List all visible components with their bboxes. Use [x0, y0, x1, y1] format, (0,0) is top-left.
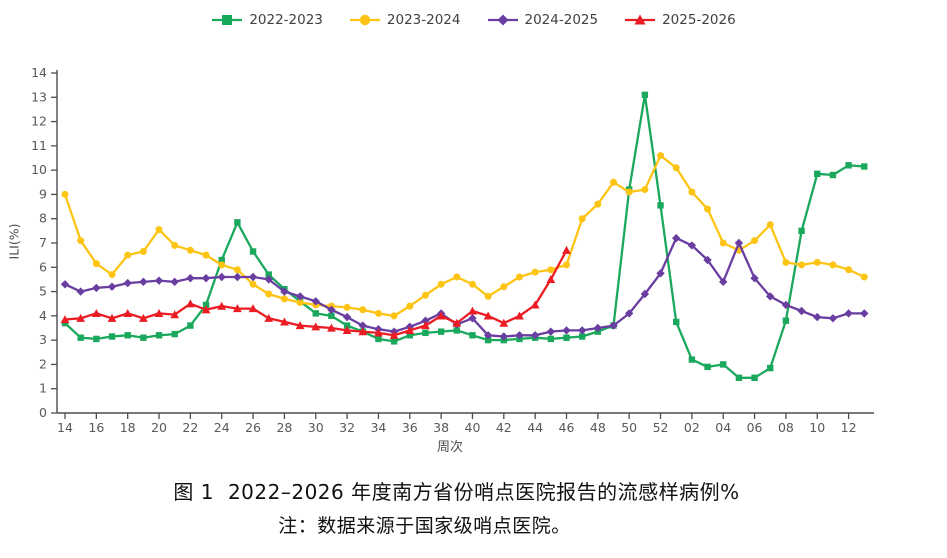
series-2024-2025	[60, 233, 869, 341]
svg-text:14: 14	[57, 420, 73, 435]
svg-text:40: 40	[465, 420, 481, 435]
svg-text:28: 28	[276, 420, 292, 435]
diamond-marker-icon	[487, 14, 518, 26]
svg-text:12: 12	[31, 114, 47, 129]
svg-text:42: 42	[496, 420, 512, 435]
svg-text:3: 3	[39, 332, 47, 347]
svg-text:5: 5	[39, 284, 47, 299]
svg-text:26: 26	[245, 420, 261, 435]
svg-text:10: 10	[31, 162, 47, 177]
svg-text:06: 06	[747, 420, 763, 435]
legend-item-2022-2023: 2022-2023	[211, 12, 323, 28]
svg-text:46: 46	[559, 420, 575, 435]
svg-text:34: 34	[370, 420, 386, 435]
legend-label: 2025-2026	[662, 12, 736, 28]
svg-text:18: 18	[120, 420, 136, 435]
series-2025-2026	[60, 245, 571, 339]
legend-label: 2024-2025	[524, 12, 599, 28]
svg-text:38: 38	[433, 420, 449, 435]
caption-title: 2022–2026 年度南方省份哨点医院报告的流感样病例%	[227, 480, 740, 504]
y-axis-title: ILI(%)	[6, 223, 22, 260]
svg-text:1: 1	[39, 381, 47, 396]
svg-text:48: 48	[590, 420, 606, 435]
svg-text:12: 12	[841, 420, 857, 435]
svg-text:7: 7	[39, 235, 47, 250]
svg-text:02: 02	[684, 420, 700, 435]
svg-text:04: 04	[715, 420, 731, 435]
svg-text:20: 20	[151, 420, 167, 435]
svg-text:52: 52	[653, 420, 669, 435]
legend-item-2025-2026: 2025-2026	[624, 12, 736, 28]
svg-text:0: 0	[39, 405, 47, 420]
svg-text:13: 13	[31, 89, 47, 104]
svg-text:22: 22	[182, 420, 198, 435]
figure-caption: 图 1 2022–2026 年度南方省份哨点医院报告的流感样病例%	[0, 476, 930, 505]
svg-text:14: 14	[31, 65, 47, 80]
svg-text:11: 11	[31, 138, 47, 153]
svg-text:8: 8	[39, 211, 47, 226]
svg-text:50: 50	[621, 420, 637, 435]
legend-label: 2022-2023	[249, 12, 323, 28]
legend-label: 2023-2024	[386, 12, 461, 28]
chart-legend: 2022-2023 2023-2024 2024-2025 2025-2026	[0, 12, 947, 28]
series-2023-2024	[61, 152, 868, 320]
svg-text:24: 24	[214, 420, 230, 435]
svg-text:44: 44	[527, 420, 543, 435]
x-axis-title: 周次	[436, 440, 463, 455]
svg-text:2: 2	[39, 356, 47, 371]
svg-text:08: 08	[778, 420, 794, 435]
square-marker-icon	[212, 15, 243, 25]
triangle-marker-icon	[625, 14, 656, 25]
svg-text:32: 32	[339, 420, 355, 435]
svg-text:4: 4	[39, 308, 47, 323]
legend-item-2024-2025: 2024-2025	[487, 12, 599, 28]
svg-text:30: 30	[308, 420, 324, 435]
svg-text:10: 10	[809, 420, 825, 435]
series-2022-2023	[61, 91, 868, 381]
figure-label: 图 1	[173, 480, 214, 504]
svg-text:36: 36	[402, 420, 418, 435]
svg-text:6: 6	[39, 259, 47, 274]
figure-note: 注：数据来源于国家级哨点医院。	[278, 515, 571, 537]
circle-marker-icon	[349, 14, 380, 26]
legend-item-2023-2024: 2023-2024	[349, 12, 461, 28]
svg-text:9: 9	[39, 186, 47, 201]
svg-text:16: 16	[88, 420, 104, 435]
